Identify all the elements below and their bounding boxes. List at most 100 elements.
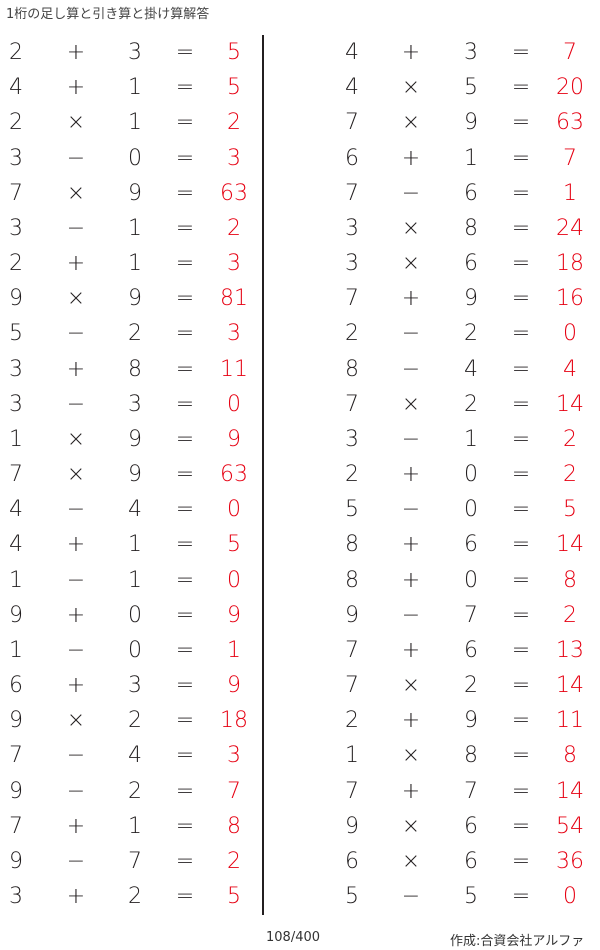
left-row-15-operator: + — [66, 532, 86, 558]
left-row-17-answer: 9 — [227, 602, 241, 628]
right-row-13-equals-sign: = — [511, 462, 531, 488]
right-row-8-equals-sign: = — [511, 286, 531, 312]
right-row-18-operand-b: 6 — [464, 637, 478, 663]
left-row-3-operand-a: 2 — [9, 110, 23, 136]
left-row-17-operand-b: 0 — [128, 602, 142, 628]
right-row-20-operator: + — [401, 708, 421, 734]
right-row-15-operator: + — [401, 532, 421, 558]
left-row-4-operator: − — [66, 145, 86, 171]
right-row-3-operator: × — [401, 110, 421, 136]
left-row-14-equals-sign: = — [175, 497, 195, 523]
right-row-13-operand-b: 0 — [464, 462, 478, 488]
left-row-11-answer: 0 — [227, 391, 241, 417]
column-divider — [262, 35, 264, 915]
left-row-10-operator: + — [66, 356, 86, 382]
left-row-9-equals-sign: = — [175, 321, 195, 347]
right-row-10-equals-sign: = — [511, 356, 531, 382]
left-row-11-operand-b: 3 — [128, 391, 142, 417]
left-row-16-operand-a: 1 — [9, 567, 23, 593]
right-row-16-operand-a: 8 — [345, 567, 359, 593]
right-row-24-operand-b: 6 — [464, 848, 478, 874]
left-row-11-operand-a: 3 — [9, 391, 23, 417]
page-number: 108/400 — [266, 930, 321, 945]
left-row-9-operator: − — [66, 321, 86, 347]
right-row-10-operand-b: 4 — [464, 356, 478, 382]
right-row-6-equals-sign: = — [511, 215, 531, 241]
left-row-24-answer: 2 — [227, 848, 241, 874]
right-row-13-operator: + — [401, 462, 421, 488]
left-row-12-equals-sign: = — [175, 426, 195, 452]
left-row-20-equals-sign: = — [175, 708, 195, 734]
right-row-20-operand-b: 9 — [464, 708, 478, 734]
left-row-6-operator: − — [66, 215, 86, 241]
left-row-16-operator: − — [66, 567, 86, 593]
right-row-15-operand-b: 6 — [464, 532, 478, 558]
left-row-23-operand-b: 1 — [128, 813, 142, 839]
right-row-11-operand-b: 2 — [464, 391, 478, 417]
right-row-7-answer: 18 — [556, 251, 584, 277]
left-row-14-operand-b: 4 — [128, 497, 142, 523]
right-row-1-answer: 7 — [563, 40, 577, 65]
credit: 作成:合資会社アルファ — [450, 934, 585, 949]
right-row-6-operator: × — [401, 215, 421, 241]
left-row-22-operand-a: 9 — [9, 778, 23, 804]
right-row-5-operand-b: 6 — [464, 180, 478, 206]
right-row-22-equals-sign: = — [511, 778, 531, 804]
right-row-20-answer: 11 — [556, 708, 584, 734]
left-row-14-operand-a: 4 — [9, 497, 23, 523]
left-row-22-answer: 7 — [227, 778, 241, 804]
right-row-4-operator: + — [401, 145, 421, 171]
right-row-7-operand-b: 6 — [464, 251, 478, 277]
right-row-19-operand-a: 7 — [345, 673, 359, 699]
right-row-5-equals-sign: = — [511, 180, 531, 206]
right-row-4-equals-sign: = — [511, 145, 531, 171]
left-row-10-equals-sign: = — [175, 356, 195, 382]
right-row-15-answer: 14 — [556, 532, 584, 558]
left-row-12-operand-b: 9 — [128, 426, 142, 452]
right-row-25-operand-a: 5 — [345, 884, 359, 910]
right-row-24-operand-a: 6 — [345, 848, 359, 874]
right-row-9-operator: − — [401, 321, 421, 347]
right-row-15-operand-a: 8 — [345, 532, 359, 558]
right-row-21-operator: × — [401, 743, 421, 769]
right-row-18-equals-sign: = — [511, 637, 531, 663]
right-row-9-answer: 0 — [563, 321, 577, 347]
right-row-9-operand-a: 2 — [345, 321, 359, 347]
right-row-1-equals-sign: = — [511, 40, 531, 65]
right-row-21-equals-sign: = — [511, 743, 531, 769]
left-row-14-answer: 0 — [227, 497, 241, 523]
right-row-8-operator: + — [401, 286, 421, 312]
right-row-14-equals-sign: = — [511, 497, 531, 523]
right-row-5-operand-a: 7 — [345, 180, 359, 206]
left-row-19-operator: + — [66, 673, 86, 699]
right-row-10-operand-a: 8 — [345, 356, 359, 382]
right-row-6-operand-a: 3 — [345, 215, 359, 241]
right-row-8-operand-b: 9 — [464, 286, 478, 312]
left-row-2-operator: + — [66, 75, 86, 101]
left-row-5-answer: 63 — [220, 180, 248, 206]
left-row-17-operator: + — [66, 602, 86, 628]
left-row-17-operand-a: 9 — [9, 602, 23, 628]
left-row-7-operand-a: 2 — [9, 251, 23, 277]
left-row-6-operand-b: 1 — [128, 215, 142, 241]
right-row-24-operator: × — [401, 848, 421, 874]
right-row-3-equals-sign: = — [511, 110, 531, 136]
right-row-24-answer: 36 — [556, 848, 584, 874]
right-row-20-operand-a: 2 — [345, 708, 359, 734]
right-row-22-operand-a: 7 — [345, 778, 359, 804]
left-row-19-answer: 9 — [227, 673, 241, 699]
left-row-14-operator: − — [66, 497, 86, 523]
right-row-25-equals-sign: = — [511, 884, 531, 910]
right-row-13-answer: 2 — [563, 462, 577, 488]
left-row-8-equals-sign: = — [175, 286, 195, 312]
right-row-4-answer: 7 — [563, 145, 577, 171]
left-row-15-operand-b: 1 — [128, 532, 142, 558]
left-row-10-answer: 11 — [220, 356, 248, 382]
left-row-1-answer: 5 — [227, 40, 241, 65]
left-row-7-answer: 3 — [227, 251, 241, 277]
left-row-8-operand-a: 9 — [9, 286, 23, 312]
left-row-3-answer: 2 — [227, 110, 241, 136]
right-row-9-equals-sign: = — [511, 321, 531, 347]
left-row-10-operand-b: 8 — [128, 356, 142, 382]
right-row-23-equals-sign: = — [511, 813, 531, 839]
